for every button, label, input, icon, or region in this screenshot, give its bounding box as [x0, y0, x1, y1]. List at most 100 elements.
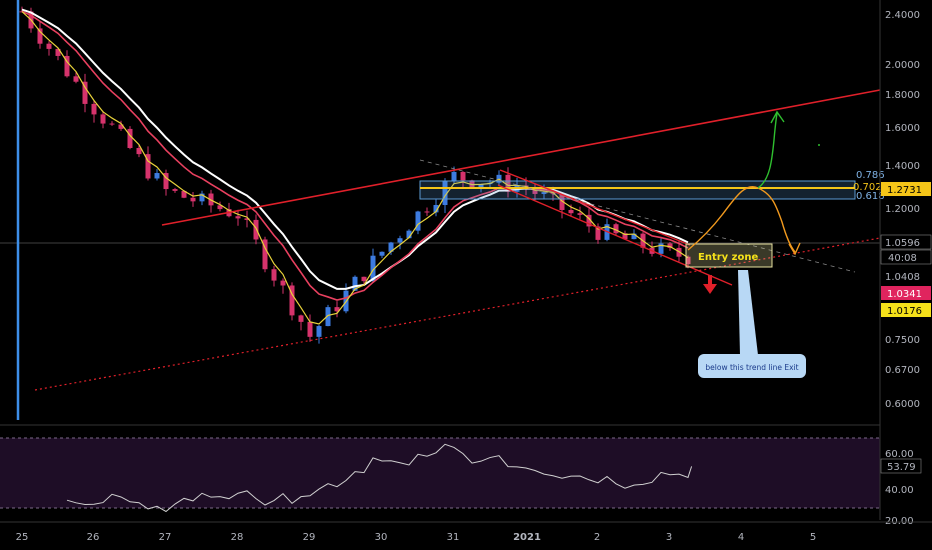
crosshair-price-text: 1.0596: [885, 238, 920, 249]
candle-body: [568, 209, 574, 214]
fib-retracement[interactable]: 0.786 0.702 0.618: [419, 170, 885, 202]
candle-body: [586, 214, 592, 227]
candle-body: [172, 189, 178, 191]
candle-body: [370, 255, 376, 282]
price-axis[interactable]: 2.4000 2.0000 1.8000 1.6000 1.4000 1.200…: [879, 0, 932, 520]
candle-body: [631, 233, 637, 240]
candle-body: [595, 226, 601, 240]
candle-body: [271, 269, 277, 281]
time-axis[interactable]: 25 26 27 28 29 30 31 2021 2 3 4 5: [0, 521, 932, 543]
candle-body: [136, 148, 142, 155]
rsi-line: [66, 443, 693, 513]
time-label: 26: [87, 532, 100, 543]
price-badge-last: [881, 286, 931, 300]
orange-arrow-head-icon: [788, 242, 801, 256]
candle-body: [154, 173, 160, 179]
price-tick: 1.0408: [885, 272, 920, 283]
candle-body: [622, 233, 628, 240]
time-label: 31: [447, 532, 460, 543]
price-tick: 0.6700: [885, 365, 920, 376]
entry-zone[interactable]: Entry zone: [685, 243, 773, 268]
price-tick: 1.2000: [885, 204, 920, 215]
price-tick: 0.6000: [885, 399, 920, 410]
ema-pink-line: [21, 10, 689, 301]
dashed-channel-projection[interactable]: [419, 159, 856, 273]
green-projection-line: [757, 112, 778, 189]
candle-body: [127, 128, 133, 149]
candle-body: [118, 124, 124, 129]
green-dot-marker: [818, 144, 820, 146]
price-badge-fib: [881, 182, 931, 196]
candle-body: [334, 307, 340, 312]
candle-body: [442, 180, 448, 206]
time-label: 28: [231, 532, 244, 543]
candle-body: [55, 48, 61, 56]
rsi-panel: [0, 424, 880, 513]
rsi-tick: 60.00: [885, 449, 914, 460]
time-label: 29: [303, 532, 316, 543]
candle-body: [298, 315, 304, 322]
price-badge-ema: [881, 303, 931, 317]
fib-zone-box: [419, 180, 856, 200]
entry-zone-label: Entry zone: [698, 252, 758, 263]
callout-pointer: [738, 270, 758, 355]
candle-body: [91, 103, 97, 115]
candle-body: [397, 238, 403, 243]
fib-label-0618: 0.618: [856, 191, 885, 202]
candle-body: [388, 242, 394, 252]
candle-body: [181, 190, 187, 198]
upper-trendline[interactable]: [161, 89, 881, 226]
time-label: 30: [375, 532, 388, 543]
candle-body: [253, 219, 259, 240]
callout-box: [698, 354, 806, 378]
trendlines[interactable]: [34, 89, 881, 391]
time-label-year: 2021: [513, 532, 541, 543]
candle-body: [100, 114, 106, 124]
lower-support-trendline[interactable]: [34, 237, 881, 391]
candle-body: [469, 180, 475, 188]
candle-body: [460, 171, 466, 181]
candle-body: [505, 174, 511, 192]
ema-yellow-line: [21, 11, 689, 325]
price-badge-fib-text: 1.2731: [887, 185, 922, 196]
channel-lower-line[interactable]: [497, 184, 733, 286]
down-arrow-icon: [703, 275, 717, 294]
candle-body: [667, 243, 673, 248]
candle-body: [406, 230, 412, 239]
fib-label-0786: 0.786: [856, 170, 885, 181]
candle-body: [289, 285, 295, 316]
candle-body: [613, 224, 619, 234]
candle-body: [415, 211, 421, 231]
candle-body: [280, 280, 286, 286]
timer-badge: [880, 249, 932, 265]
candle-body: [577, 213, 583, 215]
candle-body: [478, 184, 484, 188]
channel-upper-line[interactable]: [499, 169, 691, 246]
candle-body: [109, 123, 115, 125]
time-label: 2: [594, 532, 600, 543]
candle-body: [64, 55, 70, 77]
price-tick: 1.4000: [885, 161, 920, 172]
candle-body: [244, 218, 250, 220]
time-label: 3: [666, 532, 672, 543]
time-label: 4: [738, 532, 744, 543]
candle-body: [379, 251, 385, 256]
exit-callout[interactable]: below this trend line Exit: [698, 270, 806, 378]
candle-body: [541, 192, 547, 194]
candle-body: [199, 193, 205, 202]
candle-body: [235, 216, 241, 219]
rsi-value-badge: [880, 458, 922, 474]
candle-body: [433, 205, 439, 213]
candle-body: [190, 197, 196, 202]
candle-body: [325, 307, 331, 327]
candle-body: [451, 171, 457, 181]
candle-body: [37, 28, 43, 44]
candle-body: [352, 276, 358, 291]
price-tick: 0.7500: [885, 335, 920, 346]
candle-body: [685, 256, 691, 265]
entry-zone-box: [685, 243, 773, 268]
exit-note-text: below this trend line Exit: [705, 363, 798, 372]
price-badge-ema-text: 1.0176: [887, 306, 922, 317]
candle-body: [658, 243, 664, 254]
